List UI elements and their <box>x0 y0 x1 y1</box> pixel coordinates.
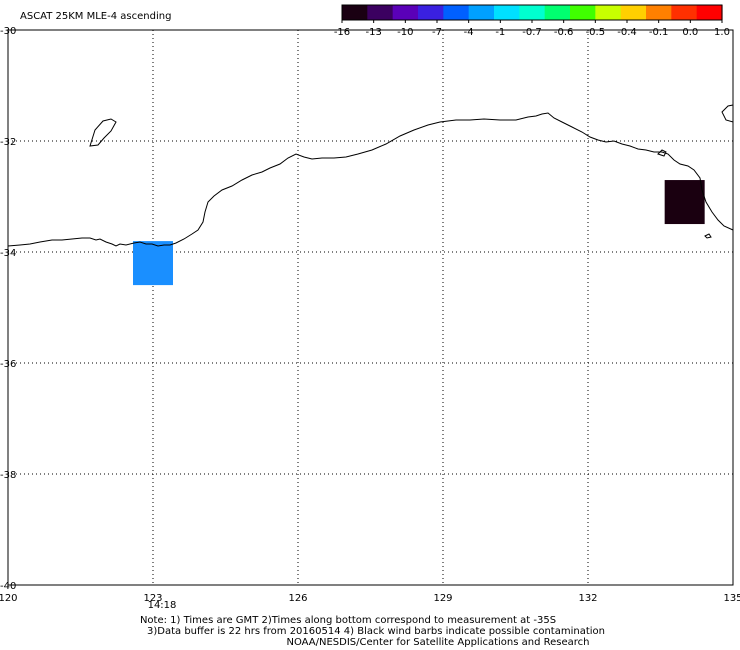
lon-tick-label: 135 <box>723 593 740 604</box>
island <box>721 104 734 123</box>
island <box>657 149 667 157</box>
colorbar-swatch <box>646 5 672 20</box>
wind-data-cell <box>664 180 705 225</box>
colorbar-swatch <box>570 5 596 20</box>
coastline <box>7 112 734 247</box>
colorbar-tick-label: -1 <box>495 27 505 38</box>
lat-tick-label: -30 <box>0 26 16 37</box>
island <box>704 233 712 239</box>
lat-tick-label: -40 <box>0 581 16 592</box>
colorbar-swatch <box>519 5 546 20</box>
colorbar-tick-label: -0.7 <box>522 27 542 38</box>
graticule <box>7 29 734 586</box>
note-line-1: Note: 1) Times are GMT 2)Times along bot… <box>139 615 557 626</box>
colorbar-swatch <box>367 5 394 20</box>
colorbar-tick-label: -0.6 <box>554 27 574 38</box>
colorbar-swatch <box>671 5 698 20</box>
colorbar-swatch <box>418 5 444 20</box>
lon-tick-label: 132 <box>578 593 597 604</box>
lat-tick-label: -38 <box>0 470 16 481</box>
colorbar: -16 -13 -10 -7 -4 -1 -0.7 -0.6 -0.5 -0.4 -0.1 0.0 1.… <box>334 4 730 38</box>
colorbar-tick-label: -16 <box>334 27 350 38</box>
colorbar-tick-label: -7 <box>432 27 442 38</box>
colorbar-swatch <box>544 5 571 20</box>
wind-data-cell <box>133 241 173 286</box>
island <box>89 118 117 147</box>
axis-labels: 120 123 126 129 132 135 -30 -32 -34 -36 -38 -40 <box>0 26 740 604</box>
lon-tick-label: 126 <box>288 593 307 604</box>
colorbar-tick-label: -13 <box>365 27 381 38</box>
note-line-2: 3)Data buffer is 22 hrs from 20160514 4)… <box>147 626 605 637</box>
lat-tick-label: -34 <box>0 248 16 259</box>
note-line-3: NOAA/NESDIS/Center for Satellite Applica… <box>286 637 590 648</box>
colorbar-swatch <box>620 5 647 20</box>
colorbar-swatch <box>443 5 470 20</box>
colorbar-swatch <box>392 5 419 20</box>
colorbar-swatch <box>696 5 723 20</box>
lat-tick-label: -32 <box>0 137 16 148</box>
colorbar-tick-label: -4 <box>464 27 474 38</box>
colorbar-tick-label: 1.0 <box>714 27 730 38</box>
colorbar-tick-label: -10 <box>397 27 413 38</box>
colorbar-swatch <box>342 5 368 20</box>
colorbar-swatch <box>595 5 622 20</box>
colorbar-tick-label: -0.4 <box>617 27 637 38</box>
time-label: 14:18 <box>148 600 177 611</box>
lon-tick-label: 123 <box>143 593 162 604</box>
lat-tick-label: -36 <box>0 359 16 370</box>
plot-frame <box>7 29 734 586</box>
data-cells <box>133 180 705 286</box>
colorbar-swatch <box>494 5 520 20</box>
colorbar-tick-label: 0.0 <box>682 27 698 38</box>
lon-tick-label: 129 <box>433 593 452 604</box>
colorbar-tick-label: -0.1 <box>649 27 669 38</box>
colorbar-tick-label: -0.5 <box>586 27 606 38</box>
colorbar-swatch <box>468 5 495 20</box>
map-title: ASCAT 25KM MLE-4 ascending <box>20 11 171 22</box>
lon-tick-label: 120 <box>0 593 18 604</box>
